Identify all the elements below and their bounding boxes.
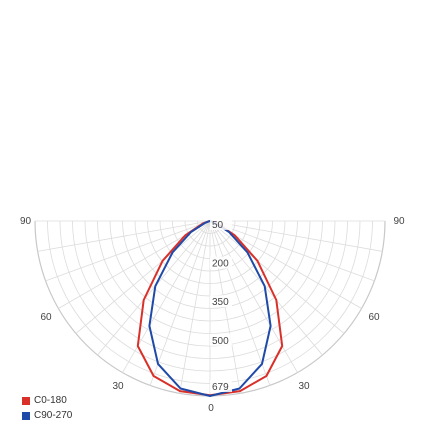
angle-label-right-30: 30 <box>298 381 310 392</box>
grid-spoke <box>75 220 211 334</box>
angle-label-left-90: 90 <box>20 216 32 227</box>
radial-label: 500 <box>212 336 229 347</box>
radial-label-bg <box>210 295 232 308</box>
radial-label-bg <box>210 256 232 269</box>
angle-label-right-60: 60 <box>368 312 380 323</box>
grid-spoke <box>209 220 271 386</box>
series-line-c90-270 <box>148 220 272 397</box>
radial-label-bg <box>210 380 232 392</box>
grid-spoke <box>209 220 323 356</box>
angle-label-left-60: 60 <box>40 312 52 323</box>
series-group <box>136 220 284 397</box>
angle-label-left-30: 30 <box>112 381 124 392</box>
angle-label-bottom-0: 0 <box>208 403 214 414</box>
radial-label: 200 <box>212 259 229 270</box>
legend-swatch-c0-180 <box>22 396 30 405</box>
grid-spoke <box>179 220 211 394</box>
grid-spoke <box>37 220 211 252</box>
grid-spoke <box>149 220 211 386</box>
legend-item-c0-180: C0-180 <box>22 393 72 408</box>
grid-spoke <box>209 220 375 282</box>
radial-label-bg <box>210 333 232 346</box>
legend-label-c0-180: C0-180 <box>34 395 67 406</box>
grid-spoke <box>209 220 383 252</box>
legend-item-c90-270: C90-270 <box>22 408 72 423</box>
angle-label-right-90: 90 <box>393 216 405 227</box>
polar-grid <box>34 220 386 397</box>
radial-label-bg <box>210 217 232 230</box>
legend: C0-180 C90-270 <box>22 393 72 423</box>
grid-spoke <box>209 220 345 334</box>
legend-label-c90-270: C90-270 <box>34 410 73 421</box>
radial-label: 679 <box>212 382 229 393</box>
axis-labels: 50 200 350 500 679 90 60 30 90 60 30 0 <box>20 216 405 414</box>
grid-spoke <box>45 220 211 282</box>
legend-swatch-c90-270 <box>22 411 30 420</box>
radial-label: 350 <box>212 297 229 308</box>
grid-spoke <box>209 220 298 373</box>
grid-spoke <box>97 220 211 356</box>
radial-label: 50 <box>212 220 224 231</box>
grid-spoke <box>122 220 211 373</box>
